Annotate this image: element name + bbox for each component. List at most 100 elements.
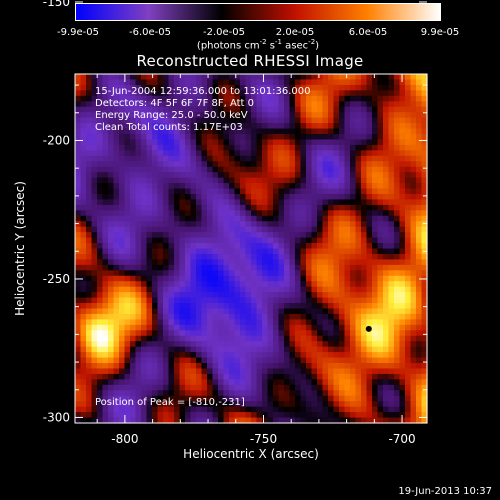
heatmap-cell [113,90,120,97]
heatmap-cell [372,341,379,348]
heatmap-cell [350,210,357,217]
heatmap-cell [273,215,280,222]
heatmap-cell [306,74,313,81]
heatmap-cell [262,401,269,408]
heatmap-cell [212,117,219,124]
heatmap-cell [146,112,153,119]
heatmap-cell [234,193,241,201]
heatmap-cell [135,139,142,146]
heatmap-cell [157,144,164,151]
heatmap-cell [273,352,280,359]
heatmap-cell [130,210,137,217]
heatmap-cell [333,373,340,380]
heatmap-cell [383,308,390,315]
heatmap-cell [366,117,373,124]
heatmap-cell [168,384,175,391]
heatmap-cell [119,155,126,162]
heatmap-cell [141,368,148,375]
heatmap-cell [355,319,362,326]
heatmap-cell [146,232,153,239]
heatmap-cell [102,346,109,353]
heatmap-cell [75,390,82,397]
heatmap-cell [91,210,98,217]
heatmap-cell [201,390,208,397]
heatmap-cell [399,150,406,157]
heatmap-cell [377,243,384,250]
heatmap-cell [102,95,109,102]
heatmap-cell [234,237,241,244]
heatmap-cell [108,139,115,146]
heatmap-cell [284,204,291,211]
heatmap-cell [75,95,82,102]
heatmap-cell [311,243,318,250]
heatmap-cell [262,106,269,113]
heatmap-cell [190,226,197,233]
heatmap-cell [361,243,368,250]
heatmap-cell [245,259,252,266]
heatmap-cell [262,139,269,146]
heatmap-cell [97,106,104,113]
heatmap-cell [306,297,313,304]
heatmap-cell [361,313,368,320]
heatmap-cell [350,352,357,359]
heatmap-cell [152,79,159,86]
heatmap-cell [174,117,181,124]
heatmap-cell [377,313,384,320]
heatmap-cell [366,133,373,141]
heatmap-cell [405,133,412,141]
heatmap-cell [333,166,340,173]
heatmap-cell [333,363,340,370]
heatmap-cell [223,368,230,375]
heatmap-cell [229,193,236,201]
heatmap-cell [108,106,115,113]
heatmap-cell [174,123,181,130]
heatmap-cell [218,357,225,364]
heatmap-cell [399,335,406,342]
heatmap-cell [141,253,148,260]
heatmap-cell [190,79,197,86]
heatmap-cell [394,352,401,359]
heatmap-cell [383,373,390,380]
heatmap-cell [113,330,120,337]
heatmap-cell [146,237,153,244]
heatmap-cell [377,379,384,386]
heatmap-cell [201,330,208,337]
heatmap-cell [383,286,390,293]
heatmap-cell [405,384,412,391]
heatmap-cell [306,237,313,244]
heatmap-cell [185,259,192,266]
heatmap-cell [229,112,236,119]
heatmap-cell [229,395,236,402]
peak-marker [365,325,372,332]
heatmap-cell [311,210,318,217]
heatmap-cell [322,281,329,288]
heatmap-cell [366,90,373,97]
heatmap-cell [394,221,401,228]
heatmap-cell [267,166,274,173]
heatmap-cell [311,144,318,151]
heatmap-cell [130,95,137,102]
heatmap-cell [141,90,148,97]
heatmap-cell [416,183,423,190]
heatmap-cell [135,248,142,255]
heatmap-cell [383,74,390,81]
heatmap-cell [196,139,203,146]
heatmap-cell [201,128,208,135]
heatmap-cell [119,406,126,413]
heatmap-cell [152,401,159,408]
heatmap-cell [97,226,104,233]
heatmap-cell [284,412,291,419]
heatmap-cell [328,335,335,342]
heatmap-cell [251,117,258,124]
heatmap-cell [152,412,159,419]
heatmap-cell [317,128,324,135]
heatmap-cell [196,150,203,157]
heatmap-cell [179,324,186,331]
heatmap-cell [372,133,379,141]
heatmap-cell [262,412,269,419]
heatmap-cell [377,248,384,255]
heatmap-cell [416,106,423,113]
heatmap-cell [196,412,203,419]
heatmap-cell [256,144,263,151]
heatmap-cell [113,106,120,113]
